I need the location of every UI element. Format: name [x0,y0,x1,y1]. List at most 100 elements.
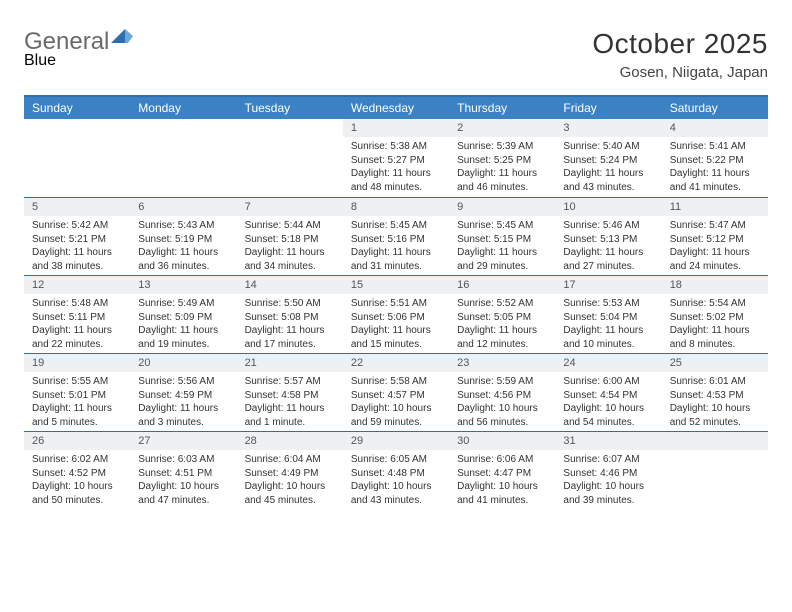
sunrise-text: Sunrise: 6:00 AM [563,375,653,389]
day-number: 12 [24,275,130,294]
calendar-header-row: SundayMondayTuesdayWednesdayThursdayFrid… [24,96,768,119]
calendar-day-cell: 12Sunrise: 5:48 AMSunset: 5:11 PMDayligh… [24,275,130,353]
day-number: 8 [343,197,449,216]
daylight-text: Daylight: 11 hours and 15 minutes. [351,324,441,351]
sunrise-text: Sunrise: 5:44 AM [245,219,335,233]
sunrise-text: Sunrise: 5:50 AM [245,297,335,311]
calendar-week-row: 1Sunrise: 5:38 AMSunset: 5:27 PMDaylight… [24,119,768,197]
calendar-empty-cell [237,119,343,197]
day-content: Sunrise: 5:55 AMSunset: 5:01 PMDaylight:… [24,372,130,429]
sunrise-text: Sunrise: 5:41 AM [670,140,760,154]
sunset-text: Sunset: 4:59 PM [138,389,228,403]
day-number: 1 [343,119,449,137]
sunset-text: Sunset: 4:53 PM [670,389,760,403]
day-number: 30 [449,431,555,450]
daylight-text: Daylight: 11 hours and 41 minutes. [670,167,760,194]
daylight-text: Daylight: 10 hours and 52 minutes. [670,402,760,429]
daylight-text: Daylight: 11 hours and 5 minutes. [32,402,122,429]
calendar-day-cell: 3Sunrise: 5:40 AMSunset: 5:24 PMDaylight… [555,119,661,197]
sunset-text: Sunset: 4:49 PM [245,467,335,481]
sunrise-text: Sunrise: 5:42 AM [32,219,122,233]
day-content: Sunrise: 5:53 AMSunset: 5:04 PMDaylight:… [555,294,661,351]
day-number: 20 [130,353,236,372]
sunrise-text: Sunrise: 5:46 AM [563,219,653,233]
day-content: Sunrise: 6:05 AMSunset: 4:48 PMDaylight:… [343,450,449,507]
sunset-text: Sunset: 4:52 PM [32,467,122,481]
day-number: 27 [130,431,236,450]
page-subtitle: Gosen, Niigata, Japan [592,64,768,81]
daylight-text: Daylight: 11 hours and 48 minutes. [351,167,441,194]
day-number: 11 [662,197,768,216]
header: GeneralBlue October 2025 Gosen, Niigata,… [24,28,768,81]
day-number: 9 [449,197,555,216]
calendar-day-cell: 23Sunrise: 5:59 AMSunset: 4:56 PMDayligh… [449,353,555,431]
calendar-body: 1Sunrise: 5:38 AMSunset: 5:27 PMDaylight… [24,119,768,509]
day-number: 24 [555,353,661,372]
daylight-text: Daylight: 10 hours and 59 minutes. [351,402,441,429]
day-content: Sunrise: 5:49 AMSunset: 5:09 PMDaylight:… [130,294,236,351]
day-number: 4 [662,119,768,137]
day-content: Sunrise: 5:50 AMSunset: 5:08 PMDaylight:… [237,294,343,351]
day-number: 22 [343,353,449,372]
day-content: Sunrise: 5:51 AMSunset: 5:06 PMDaylight:… [343,294,449,351]
sunset-text: Sunset: 5:11 PM [32,311,122,325]
sunrise-text: Sunrise: 5:57 AM [245,375,335,389]
day-content: Sunrise: 5:52 AMSunset: 5:05 PMDaylight:… [449,294,555,351]
daylight-text: Daylight: 10 hours and 54 minutes. [563,402,653,429]
sunrise-text: Sunrise: 5:58 AM [351,375,441,389]
day-content: Sunrise: 6:06 AMSunset: 4:47 PMDaylight:… [449,450,555,507]
sunset-text: Sunset: 4:54 PM [563,389,653,403]
logo-icon [111,22,133,38]
weekday-header: Thursday [449,96,555,119]
day-content: Sunrise: 5:57 AMSunset: 4:58 PMDaylight:… [237,372,343,429]
sunset-text: Sunset: 5:27 PM [351,154,441,168]
day-content: Sunrise: 5:46 AMSunset: 5:13 PMDaylight:… [555,216,661,273]
sunset-text: Sunset: 5:24 PM [563,154,653,168]
sunset-text: Sunset: 5:04 PM [563,311,653,325]
weekday-header: Saturday [662,96,768,119]
calendar-empty-cell [130,119,236,197]
day-content: Sunrise: 5:42 AMSunset: 5:21 PMDaylight:… [24,216,130,273]
daylight-text: Daylight: 10 hours and 56 minutes. [457,402,547,429]
calendar-day-cell: 30Sunrise: 6:06 AMSunset: 4:47 PMDayligh… [449,431,555,509]
daylight-text: Daylight: 10 hours and 47 minutes. [138,480,228,507]
weekday-header: Tuesday [237,96,343,119]
daylight-text: Daylight: 11 hours and 34 minutes. [245,246,335,273]
day-content: Sunrise: 6:00 AMSunset: 4:54 PMDaylight:… [555,372,661,429]
sunrise-text: Sunrise: 5:59 AM [457,375,547,389]
calendar-day-cell: 27Sunrise: 6:03 AMSunset: 4:51 PMDayligh… [130,431,236,509]
day-content: Sunrise: 6:03 AMSunset: 4:51 PMDaylight:… [130,450,236,507]
calendar-day-cell: 19Sunrise: 5:55 AMSunset: 5:01 PMDayligh… [24,353,130,431]
daylight-text: Daylight: 11 hours and 1 minute. [245,402,335,429]
daylight-text: Daylight: 11 hours and 19 minutes. [138,324,228,351]
day-number: 14 [237,275,343,294]
sunrise-text: Sunrise: 6:02 AM [32,453,122,467]
calendar-day-cell: 25Sunrise: 6:01 AMSunset: 4:53 PMDayligh… [662,353,768,431]
calendar-table: SundayMondayTuesdayWednesdayThursdayFrid… [24,95,768,509]
calendar-empty-cell [24,119,130,197]
day-number: 26 [24,431,130,450]
day-number: 6 [130,197,236,216]
daylight-text: Daylight: 10 hours and 50 minutes. [32,480,122,507]
calendar-day-cell: 2Sunrise: 5:39 AMSunset: 5:25 PMDaylight… [449,119,555,197]
sunset-text: Sunset: 5:09 PM [138,311,228,325]
sunrise-text: Sunrise: 5:39 AM [457,140,547,154]
sunrise-text: Sunrise: 5:49 AM [138,297,228,311]
sunset-text: Sunset: 5:16 PM [351,233,441,247]
day-number: 10 [555,197,661,216]
sunset-text: Sunset: 4:47 PM [457,467,547,481]
sunset-text: Sunset: 4:46 PM [563,467,653,481]
day-number: 18 [662,275,768,294]
day-content: Sunrise: 5:39 AMSunset: 5:25 PMDaylight:… [449,137,555,194]
daylight-text: Daylight: 10 hours and 45 minutes. [245,480,335,507]
day-number: 25 [662,353,768,372]
day-number: 19 [24,353,130,372]
sunrise-text: Sunrise: 5:48 AM [32,297,122,311]
calendar-day-cell: 1Sunrise: 5:38 AMSunset: 5:27 PMDaylight… [343,119,449,197]
daylight-text: Daylight: 10 hours and 43 minutes. [351,480,441,507]
sunset-text: Sunset: 4:51 PM [138,467,228,481]
day-content: Sunrise: 5:56 AMSunset: 4:59 PMDaylight:… [130,372,236,429]
daylight-text: Daylight: 11 hours and 12 minutes. [457,324,547,351]
calendar-day-cell: 11Sunrise: 5:47 AMSunset: 5:12 PMDayligh… [662,197,768,275]
sunrise-text: Sunrise: 5:56 AM [138,375,228,389]
